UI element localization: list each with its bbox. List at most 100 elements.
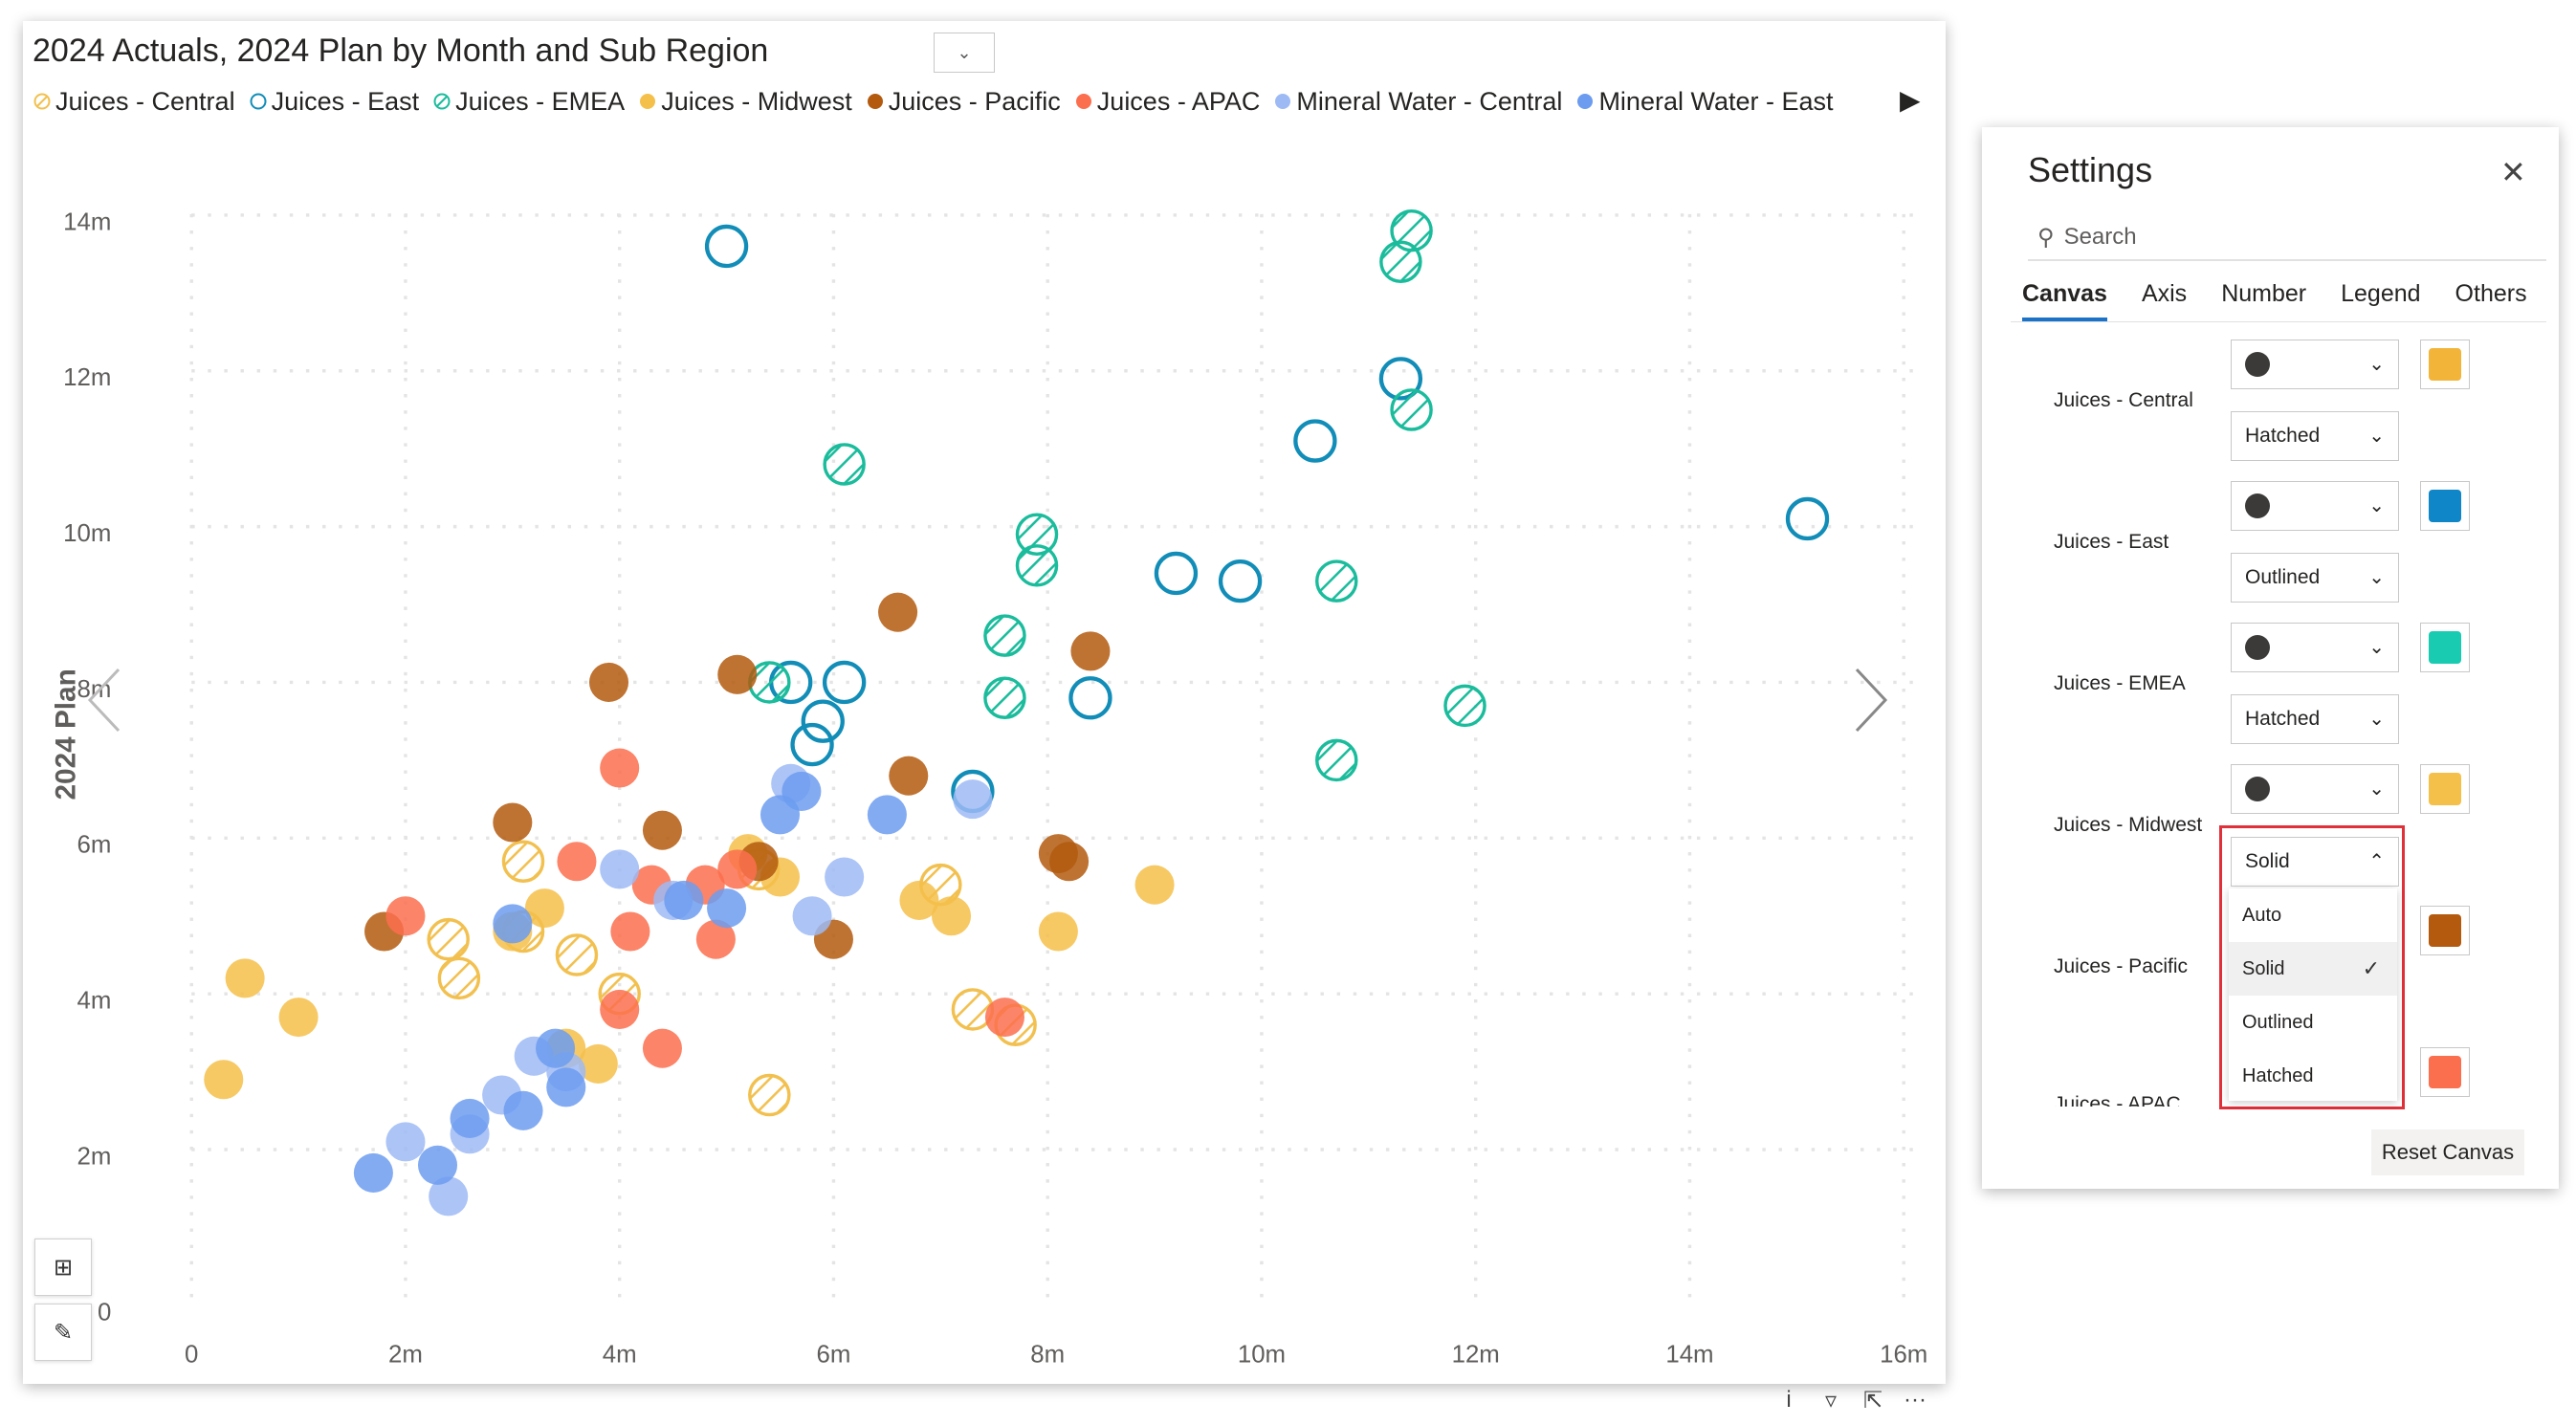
scatter-point[interactable] bbox=[501, 840, 545, 883]
scatter-point[interactable] bbox=[792, 896, 832, 936]
scatter-point[interactable] bbox=[437, 956, 481, 1000]
scatter-point[interactable] bbox=[524, 888, 564, 929]
legend-item[interactable]: Juices - APAC bbox=[1074, 87, 1260, 117]
shape-dropdown-juices-emea[interactable]: ⌄ bbox=[2231, 623, 2399, 672]
scatter-point[interactable] bbox=[557, 842, 597, 882]
scatter-point[interactable] bbox=[578, 1043, 618, 1084]
scatter-point[interactable] bbox=[760, 795, 801, 835]
scatter-point[interactable] bbox=[983, 676, 1026, 719]
scatter-point[interactable] bbox=[600, 849, 640, 889]
legend-item[interactable]: Juices - EMEA bbox=[432, 87, 625, 117]
tab-others[interactable]: Others bbox=[2455, 280, 2527, 307]
menu-item-solid[interactable]: Solid ✓ bbox=[2229, 942, 2397, 996]
scatter-point[interactable] bbox=[427, 917, 470, 961]
shape-dropdown-juices-central[interactable]: ⌄ bbox=[2231, 340, 2399, 389]
tab-legend[interactable]: Legend bbox=[2341, 280, 2421, 307]
scatter-point[interactable] bbox=[1443, 684, 1486, 728]
scatter-point[interactable] bbox=[1038, 911, 1078, 952]
color-swatch-juices-pacific[interactable] bbox=[2420, 906, 2470, 955]
close-icon[interactable]: ✕ bbox=[2500, 155, 2526, 189]
scatter-point[interactable] bbox=[600, 748, 640, 788]
scatter-point[interactable] bbox=[953, 779, 993, 820]
reset-canvas-button[interactable]: Reset Canvas bbox=[2371, 1129, 2524, 1175]
table-view-button[interactable]: ⊞ bbox=[34, 1239, 92, 1296]
legend-item[interactable]: Juices - Central bbox=[33, 87, 235, 117]
scatter-point[interactable] bbox=[1134, 865, 1175, 905]
legend-item[interactable]: Mineral Water - Central bbox=[1273, 87, 1562, 117]
scatter-point[interactable] bbox=[983, 614, 1026, 657]
tab-number[interactable]: Number bbox=[2221, 280, 2307, 307]
menu-item-hatched[interactable]: Hatched bbox=[2229, 1049, 2397, 1103]
legend-item[interactable]: Juices - East bbox=[249, 87, 419, 117]
scatter-point[interactable] bbox=[546, 1067, 586, 1107]
shape-dropdown-juices-east[interactable]: ⌄ bbox=[2231, 481, 2399, 531]
scatter-point[interactable] bbox=[664, 880, 704, 920]
legend-item[interactable]: Juices - Midwest bbox=[638, 87, 852, 117]
scatter-point[interactable] bbox=[931, 896, 972, 936]
scatter-point[interactable] bbox=[204, 1060, 244, 1100]
color-swatch-juices-east[interactable] bbox=[2420, 481, 2470, 531]
scatter-point[interactable] bbox=[1315, 559, 1358, 603]
filter-icon[interactable]: ▿ bbox=[1824, 1388, 1838, 1414]
info-icon[interactable]: i bbox=[1786, 1387, 1792, 1413]
color-swatch-juices-emea[interactable] bbox=[2420, 623, 2470, 672]
scatter-point[interactable] bbox=[1154, 551, 1199, 596]
scatter-point[interactable] bbox=[825, 857, 865, 897]
scatter-point[interactable] bbox=[1379, 240, 1422, 283]
scatter-point[interactable] bbox=[600, 989, 640, 1029]
scatter-point[interactable] bbox=[385, 1122, 426, 1162]
scatter-point[interactable] bbox=[748, 1073, 791, 1117]
scatter-point[interactable] bbox=[1785, 496, 1830, 541]
scatter-point[interactable] bbox=[1218, 559, 1263, 603]
style-dropdown-juices-emea[interactable]: Hatched ⌄ bbox=[2231, 694, 2399, 744]
tab-axis[interactable]: Axis bbox=[2141, 280, 2188, 307]
color-swatch-juices-apac[interactable] bbox=[2420, 1047, 2470, 1097]
scatter-point[interactable] bbox=[610, 911, 650, 952]
scatter-point[interactable] bbox=[555, 933, 599, 976]
focus-mode-icon[interactable]: ⇱ bbox=[1862, 1388, 1883, 1414]
menu-item-auto[interactable]: Auto bbox=[2229, 888, 2397, 942]
scatter-point[interactable] bbox=[642, 810, 682, 850]
scatter-point[interactable] bbox=[642, 1028, 682, 1068]
scatter-point[interactable] bbox=[353, 1152, 393, 1193]
scatter-point[interactable] bbox=[707, 888, 747, 929]
scatter-point[interactable] bbox=[704, 224, 749, 269]
scatter-point[interactable] bbox=[417, 1145, 458, 1185]
scatter-point[interactable] bbox=[588, 662, 629, 702]
legend-next-arrow-icon[interactable]: ▶ bbox=[1900, 85, 1921, 115]
shape-dropdown-juices-midwest[interactable]: ⌄ bbox=[2231, 764, 2399, 814]
style-dropdown-juices-central[interactable]: Hatched ⌄ bbox=[2231, 411, 2399, 461]
color-swatch-juices-midwest[interactable] bbox=[2420, 764, 2470, 814]
scatter-point[interactable] bbox=[429, 1176, 469, 1217]
scatter-point[interactable] bbox=[790, 722, 834, 767]
scatter-point[interactable] bbox=[1015, 544, 1059, 587]
scatter-point[interactable] bbox=[695, 919, 736, 959]
scatter-point[interactable] bbox=[225, 958, 265, 998]
search-input[interactable]: ⚲ Search bbox=[2028, 215, 2546, 261]
scatter-point[interactable] bbox=[493, 904, 533, 944]
chevron-left-icon[interactable] bbox=[82, 662, 130, 738]
style-dropdown-juices-midwest[interactable]: Solid ⌃ bbox=[2231, 837, 2399, 887]
menu-item-outlined[interactable]: Outlined bbox=[2229, 996, 2397, 1049]
scatter-point[interactable] bbox=[878, 592, 918, 632]
scatter-point[interactable] bbox=[717, 849, 758, 889]
scatter-point[interactable] bbox=[801, 699, 845, 743]
scatter-point[interactable] bbox=[278, 998, 319, 1038]
tab-canvas[interactable]: Canvas bbox=[2022, 280, 2107, 321]
scatter-point[interactable] bbox=[717, 654, 758, 694]
scatter-point[interactable] bbox=[536, 1028, 576, 1068]
scatter-point[interactable] bbox=[1049, 842, 1090, 882]
scatter-point[interactable] bbox=[1315, 738, 1358, 782]
scatter-point[interactable] bbox=[1070, 631, 1111, 671]
scatter-point[interactable] bbox=[1293, 419, 1337, 463]
scatter-point[interactable] bbox=[899, 880, 939, 920]
scatter-point[interactable] bbox=[493, 802, 533, 843]
title-dropdown-button[interactable]: ⌄ bbox=[934, 33, 995, 73]
edit-button[interactable]: ✎ bbox=[34, 1304, 92, 1361]
scatter-point[interactable] bbox=[984, 998, 1024, 1038]
scatter-point[interactable] bbox=[385, 896, 426, 936]
scatter-point[interactable] bbox=[822, 660, 867, 705]
legend-item[interactable]: Juices - Pacific bbox=[866, 87, 1061, 117]
scatter-point[interactable] bbox=[867, 795, 907, 835]
more-options-icon[interactable]: ··· bbox=[1904, 1387, 1926, 1413]
